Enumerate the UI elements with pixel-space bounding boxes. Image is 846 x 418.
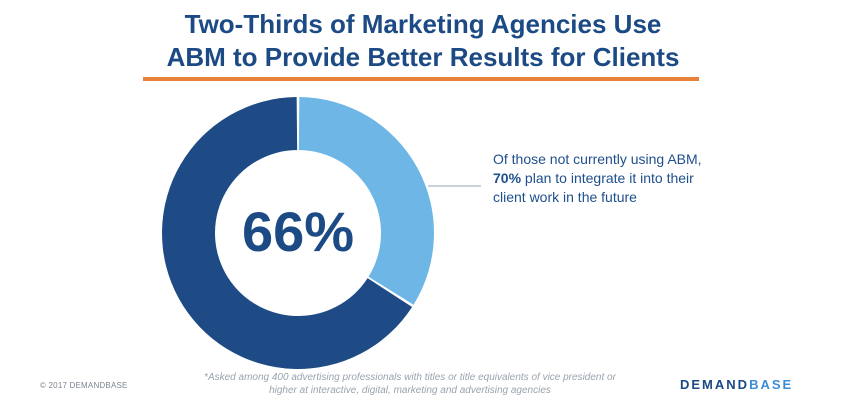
callout-text: Of those not currently using ABM, 70% pl… [493, 150, 723, 207]
chart-title: Two-Thirds of Marketing Agencies Use ABM… [0, 8, 846, 74]
callout-text-pre: Of those not currently using ABM, [493, 151, 702, 167]
title-line-1: Two-Thirds of Marketing Agencies Use [184, 9, 662, 39]
donut-slice-secondary [298, 97, 434, 305]
footnote-line-2: higher at interactive, digital, marketin… [269, 385, 551, 396]
donut-slice-primary [162, 97, 413, 369]
center-value: 66% [241, 200, 355, 263]
title-line-2: ABM to Provide Better Results for Client… [166, 42, 680, 72]
brand-logo-part2: BASE [749, 377, 794, 392]
copyright: © 2017 DEMANDBASE [40, 381, 128, 390]
callout-text-post: plan to integrate it into their client w… [493, 170, 694, 205]
footnote: *Asked among 400 advertising professiona… [150, 371, 670, 397]
brand-logo: DEMANDBASE [680, 377, 793, 392]
callout-highlight: 70% [493, 170, 522, 186]
brand-logo-part1: DEMAND [680, 377, 750, 392]
donut-slices [162, 97, 434, 369]
footnote-line-1: *Asked among 400 advertising professiona… [204, 372, 616, 383]
title-underline [143, 77, 699, 81]
